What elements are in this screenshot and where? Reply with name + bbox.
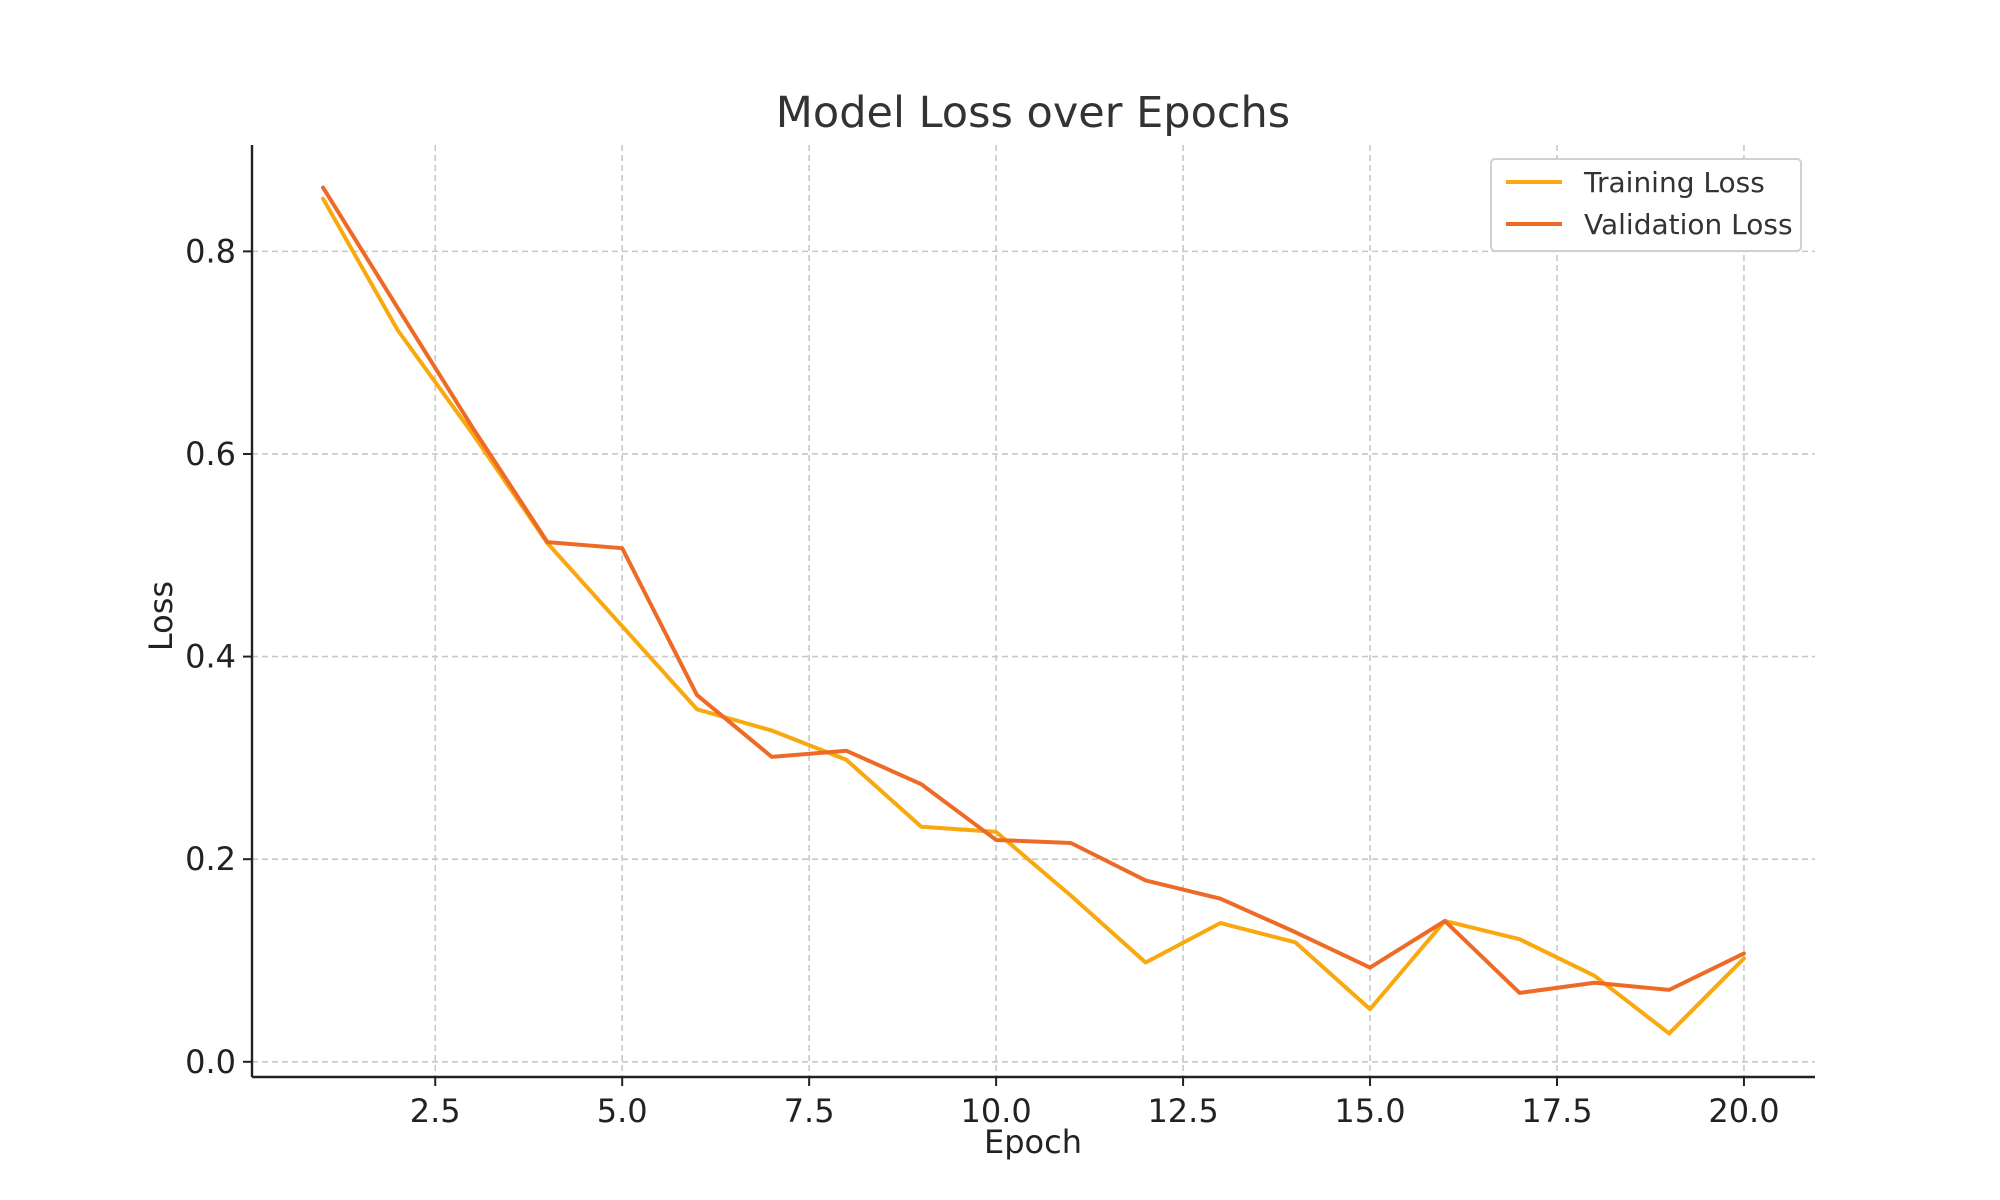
- x-tick-label: 17.5: [1521, 1092, 1592, 1130]
- x-tick-label: 5.0: [597, 1092, 648, 1130]
- legend-items: Training Loss Validation Loss: [1506, 166, 1793, 241]
- x-axis-ticks: 2.5 5.0 7.5 10.0 12.5 15.0 17.5 20.0: [410, 1077, 1780, 1130]
- legend-label: Validation Loss: [1584, 208, 1793, 241]
- series-line-validation-loss: [321, 185, 1746, 995]
- x-axis-label: Epoch: [984, 1123, 1082, 1161]
- series-line-training-loss: [321, 196, 1746, 1036]
- y-axis-ticks: 0.0 0.2 0.4 0.6 0.8: [185, 232, 252, 1081]
- legend: Training Loss Validation Loss: [1490, 158, 1802, 252]
- series-lines: [321, 185, 1746, 1036]
- axes: [250, 145, 1815, 1079]
- y-tick-label: 0.0: [185, 1043, 236, 1081]
- x-tick-label: 10.0: [960, 1092, 1031, 1130]
- x-tick-label: 12.5: [1147, 1092, 1218, 1130]
- x-tick-label: 2.5: [410, 1092, 461, 1130]
- y-tick-label: 0.8: [185, 232, 236, 270]
- legend-label: Training Loss: [1583, 166, 1765, 199]
- y-tick-label: 0.6: [185, 435, 236, 473]
- y-tick-label: 0.4: [185, 638, 236, 676]
- y-axis-label: Loss: [142, 581, 180, 651]
- x-tick-label: 7.5: [784, 1092, 835, 1130]
- chart-title: Model Loss over Epochs: [776, 88, 1290, 138]
- legend-box: [1490, 158, 1802, 252]
- x-tick-label: 15.0: [1334, 1092, 1405, 1130]
- y-tick-label: 0.2: [185, 840, 236, 878]
- x-tick-label: 20.0: [1708, 1092, 1779, 1130]
